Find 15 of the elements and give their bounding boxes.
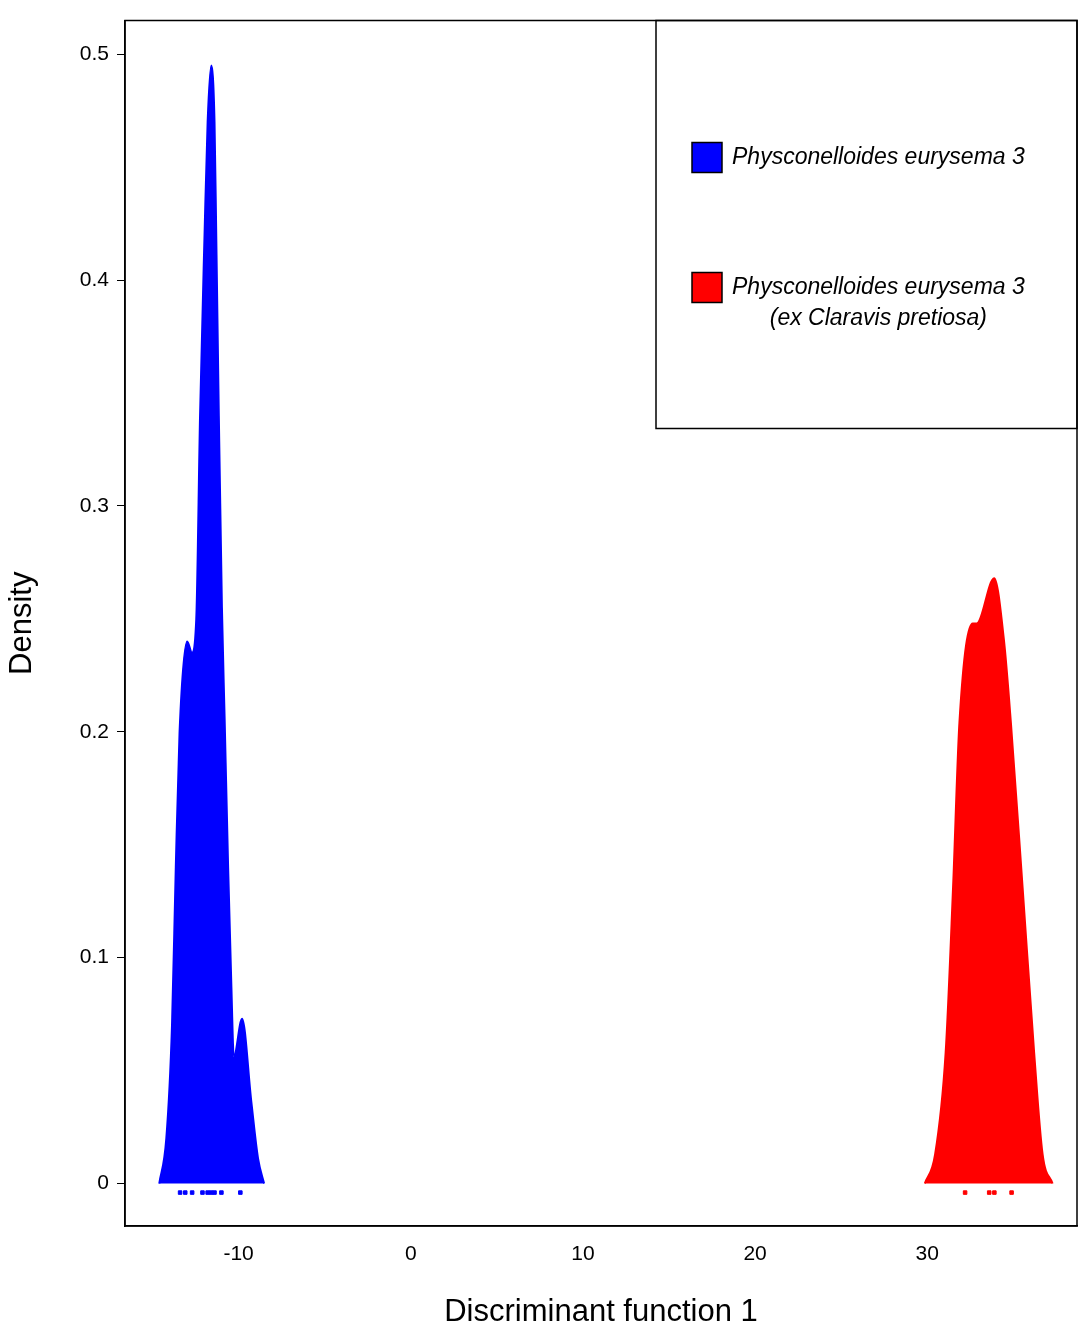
x-axis-title: Discriminant function 1	[444, 1292, 758, 1328]
y-tick-label: 0.5	[79, 41, 109, 65]
y-tick-label: 0.3	[79, 492, 109, 516]
y-tick-label: 0.1	[79, 944, 109, 968]
legend-label: Physconelloides eurysema 3	[731, 142, 1025, 169]
x-tick-label: 30	[915, 1241, 939, 1265]
y-tick-label: 0.2	[79, 718, 109, 742]
y-tick-label: 0.4	[79, 266, 110, 290]
y-axis-title: Density	[3, 571, 39, 675]
x-tick-label: -10	[223, 1241, 254, 1265]
x-tick-label: 0	[404, 1241, 417, 1265]
legend-label: Physconelloides eurysema 3 (ex Claravis pretiosa)	[731, 272, 1025, 330]
y-tick-label: 0	[97, 1170, 109, 1194]
x-tick-label: 10	[571, 1241, 595, 1265]
x-tick-label: 20	[743, 1241, 767, 1265]
